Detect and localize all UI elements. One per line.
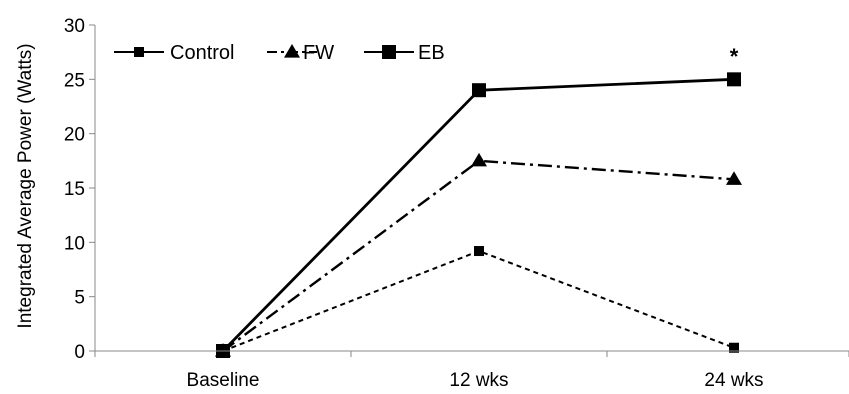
x-tick-label: 24 wks (704, 370, 763, 391)
series-line (222, 249, 735, 352)
legend-marker (284, 44, 300, 58)
legend-item-eb: EB (364, 42, 445, 64)
y-tick-label: 25 (64, 70, 85, 91)
y-tick-label: 20 (64, 125, 85, 146)
legend-marker (134, 47, 144, 57)
y-tick-label: 30 (64, 16, 85, 37)
data-point (474, 246, 484, 257)
legend-marker (382, 45, 396, 59)
x-tick-label: 12 wks (449, 370, 508, 391)
y-tick-label: 10 (64, 233, 85, 254)
series-line (222, 77, 735, 352)
series-layer: * (215, 44, 742, 358)
series-control (218, 246, 739, 356)
legend-item-fw: FW (267, 42, 334, 64)
legend: Control FW EB (114, 42, 445, 64)
data-point (471, 152, 487, 167)
y-tick-label: 15 (64, 179, 85, 200)
data-point (472, 83, 486, 98)
legend-label: FW (303, 42, 334, 64)
x-tick-label: Baseline (187, 370, 260, 391)
data-point (727, 72, 741, 87)
significance-annotation: * (730, 44, 739, 69)
y-tick-label: 5 (74, 288, 85, 309)
data-point (729, 342, 739, 353)
legend-label: EB (418, 42, 445, 64)
y-tick-label: 0 (74, 342, 85, 363)
legend-item-control: Control (114, 42, 234, 64)
series-eb (216, 72, 741, 358)
legend-label: Control (170, 42, 234, 64)
axes-layer: 0 5 10 15 20 25 30 Baseline 12 wks 24 wks (64, 16, 849, 391)
y-axis-label: Integrated Average Power (Watts) (15, 43, 36, 328)
data-point (726, 171, 742, 185)
